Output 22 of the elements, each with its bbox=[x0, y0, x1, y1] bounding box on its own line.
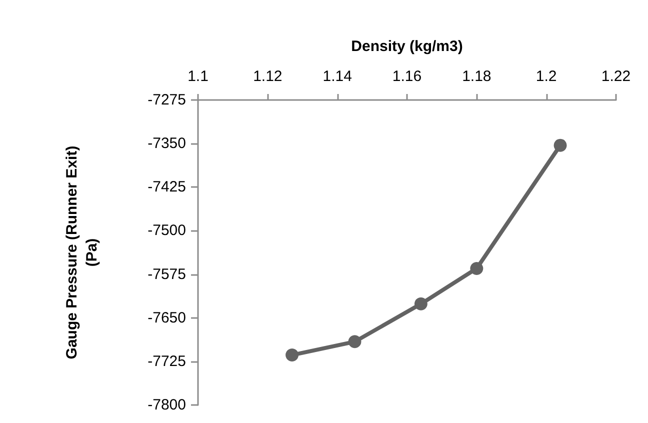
x-tick-label: 1.2 bbox=[536, 68, 557, 85]
point bbox=[348, 335, 362, 348]
point bbox=[286, 348, 299, 362]
point bbox=[554, 138, 567, 152]
x-tick-label: 1.22 bbox=[601, 68, 631, 85]
x-axis-title: Density (kg/m3) bbox=[351, 38, 463, 55]
y-tick-label: -7725 bbox=[148, 352, 186, 370]
x-tick-label: 1.18 bbox=[462, 68, 492, 85]
x-tick-label: 1.14 bbox=[322, 68, 352, 85]
y-tick-label: -7650 bbox=[148, 309, 186, 326]
y-axis-title: Gauge Pressure (Runner Exit) (Pa) bbox=[64, 146, 100, 360]
y-tick-label: -7800 bbox=[148, 396, 186, 414]
y-tick-label: -7275 bbox=[148, 92, 186, 108]
y-tick-label: -7425 bbox=[148, 178, 186, 196]
x-tick-label: 1.12 bbox=[253, 68, 282, 85]
y-tick-label: -7575 bbox=[148, 266, 186, 283]
point bbox=[470, 262, 484, 275]
x-tick-label: 1.16 bbox=[392, 68, 422, 85]
y-tick-label: -7500 bbox=[148, 222, 186, 240]
point bbox=[414, 297, 428, 310]
y-tick-label: -7350 bbox=[148, 135, 186, 152]
x-tick-label: 1.1 bbox=[188, 68, 208, 85]
